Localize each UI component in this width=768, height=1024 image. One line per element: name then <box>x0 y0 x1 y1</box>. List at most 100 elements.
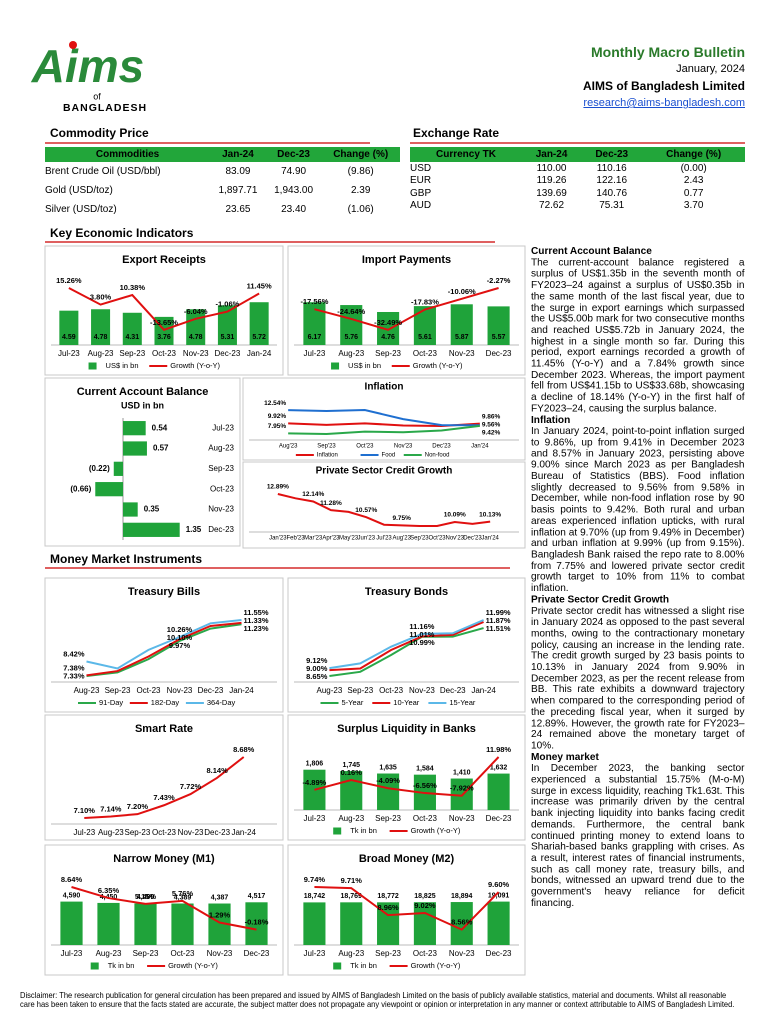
x-tick-label: Aug-23 <box>338 814 364 823</box>
email[interactable]: research@aims-bangladesh.com <box>583 97 745 109</box>
commentary-heading: Private Sector Credit Growth <box>531 593 670 605</box>
x-tick-label: Oct-23 <box>136 686 161 695</box>
disclaimer: Disclaimer: The research publication for… <box>20 990 735 1010</box>
cell: 75.31 <box>599 200 625 212</box>
cell: 1,897.71 <box>218 185 258 196</box>
bar-label: 1,410 <box>453 769 471 776</box>
bulletin-date: January, 2024 <box>676 63 745 75</box>
line-label: 10.99% <box>409 638 435 647</box>
line-label: 10.26% <box>167 625 193 634</box>
x-tick-label: Nov-23 <box>183 349 209 358</box>
legend-label: Non-food <box>425 453 450 459</box>
x-tick-label: Dec'23 <box>463 536 482 542</box>
cell: USD <box>410 162 432 174</box>
bar-label: 1,632 <box>490 764 508 771</box>
bar-label: 5.76 <box>344 334 358 341</box>
x-tick-label: Sep'23 <box>410 536 429 542</box>
legend-label: Tk in bn <box>350 826 377 835</box>
x-tick-label: Apr'23 <box>322 536 340 542</box>
exchange-table: Currency TK Jan-24 Dec-23 Change (%) USD 110.… <box>410 147 745 212</box>
line <box>329 627 484 677</box>
cell: 23.65 <box>225 204 251 215</box>
x-tick-label: Nov-23 <box>449 349 475 358</box>
value-label: 1.35 <box>186 525 202 534</box>
cell: AUD <box>410 200 432 212</box>
chart-frame <box>242 377 526 461</box>
line-label: 6.35% <box>98 886 120 895</box>
cell: 110.00 <box>536 162 567 174</box>
line-label: 0.16% <box>341 768 363 777</box>
bar <box>450 902 473 945</box>
line-label: 9.97% <box>169 641 191 650</box>
bar-label: 4,400 <box>137 894 155 901</box>
bar-label: 5.72 <box>252 334 266 341</box>
bar-label: 1,584 <box>416 765 434 772</box>
chart-frame <box>44 577 284 713</box>
x-tick-label: Aug-23 <box>317 686 343 695</box>
legend-label: Growth (Y-o-Y) <box>170 361 220 370</box>
x-tick-label: Oct-23 <box>170 949 195 958</box>
bar <box>377 311 400 345</box>
line-label: -6.56% <box>413 781 437 790</box>
header-row: Commodities Jan-24 Dec-23 Change (%) <box>45 147 400 162</box>
line-label: 3.80% <box>90 293 112 302</box>
chart-frame <box>242 461 526 549</box>
bar <box>217 305 237 345</box>
bar <box>208 903 231 945</box>
x-tick-label: Nov-23 <box>409 686 435 695</box>
line-label: 10.10% <box>167 633 193 642</box>
line-label: -4.89% <box>303 778 327 787</box>
line-label: 11.45% <box>247 281 272 290</box>
bar <box>340 305 363 345</box>
line-label: 9.12% <box>306 656 328 665</box>
cell: 140.76 <box>596 187 628 199</box>
legend-swatch <box>333 827 342 835</box>
legend-label: Growth (Y-o-Y) <box>168 961 218 970</box>
category-label: Nov-23 <box>208 505 234 514</box>
x-tick-label: Sep-23 <box>375 949 401 958</box>
line-label: 8.96% <box>377 903 399 912</box>
x-tick-label: Dec-23 <box>486 814 512 823</box>
bar <box>487 306 510 345</box>
x-tick-label: Oct'23 <box>356 444 374 450</box>
cell: 122.16 <box>596 175 628 187</box>
commentary-heading: Money market <box>531 750 599 763</box>
chart-title: Inflation <box>365 382 404 393</box>
section-title: Commodity Price <box>50 126 149 140</box>
x-tick-label: Jul-23 <box>73 828 95 837</box>
x-tick-label: Aug'23 <box>279 444 298 450</box>
commentary-text: In January 2024, point-to-point inflatio… <box>531 424 745 594</box>
cell: 139.69 <box>536 187 567 199</box>
x-tick-label: Dec'23 <box>432 444 451 450</box>
x-tick-label: Nov-23 <box>207 949 233 958</box>
header-cell: Change (%) <box>321 147 400 162</box>
x-tick-label: Jul-23 <box>304 949 326 958</box>
line-label: -7.92% <box>450 784 474 793</box>
bar <box>122 312 142 345</box>
bar <box>97 902 120 945</box>
line-label: 11.51% <box>486 624 511 633</box>
bar <box>303 902 326 945</box>
line-label: 10.38% <box>120 283 146 292</box>
header-cell: Jan-24 <box>521 147 582 162</box>
bar-label: 1,806 <box>306 761 324 768</box>
line-label: -24.64% <box>337 307 365 316</box>
legend-label: 5-Year <box>342 698 364 707</box>
logo-dot <box>69 41 77 49</box>
legend-label: 91-Day <box>99 698 123 707</box>
bar <box>134 903 157 945</box>
line-label: -10.06% <box>448 287 476 296</box>
cell: GBP <box>410 187 432 199</box>
header-cell: Currency TK <box>410 147 522 162</box>
cell: Brent Crude Oil (USD/bbl) <box>45 166 161 177</box>
legend-label: 10-Year <box>393 698 419 707</box>
line <box>314 886 500 931</box>
x-tick-label: Jul-23 <box>304 814 326 823</box>
bar <box>413 306 436 345</box>
bar <box>245 902 268 945</box>
line-label: 7.43% <box>153 793 175 802</box>
bar <box>113 461 123 476</box>
bar-label: 4,590 <box>63 892 81 899</box>
line-label: 11.28% <box>320 500 342 507</box>
